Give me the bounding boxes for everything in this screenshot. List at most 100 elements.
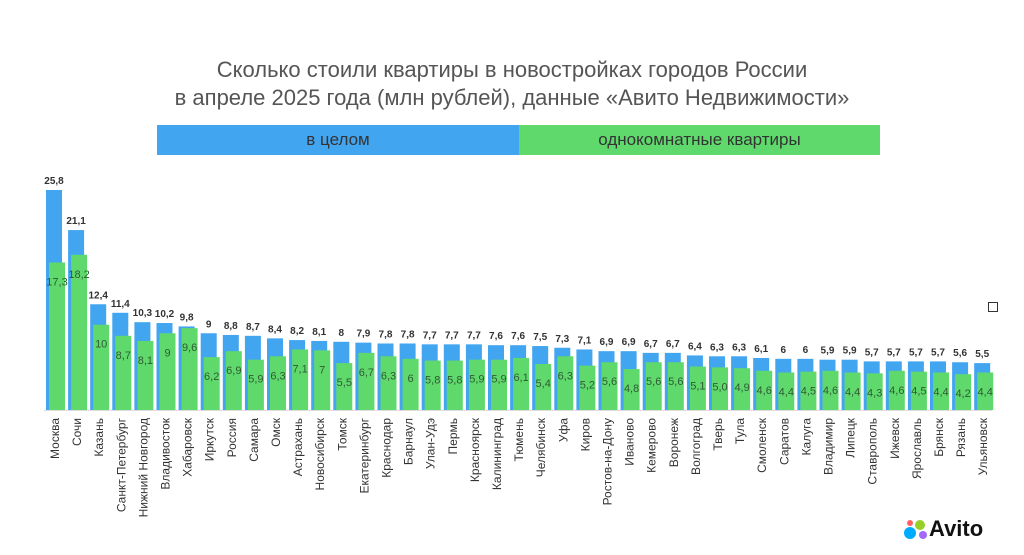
category-label: Калининград xyxy=(490,418,504,490)
label-total: 5,7 xyxy=(931,347,945,358)
label-one-room: 4,6 xyxy=(757,385,772,397)
label-one-room: 5,5 xyxy=(337,377,352,389)
bar-one-room xyxy=(778,372,795,410)
category-label: Москва xyxy=(48,418,62,459)
category-label: Сочи xyxy=(70,418,84,446)
label-one-room: 5,8 xyxy=(425,375,440,387)
label-one-room: 4,8 xyxy=(624,383,639,395)
label-one-room: 4,4 xyxy=(978,386,993,398)
label-one-room: 9,6 xyxy=(182,342,197,354)
category-label: Санкт-Петербург xyxy=(114,417,128,512)
label-total: 7,7 xyxy=(423,330,437,341)
bar-one-room xyxy=(712,367,728,410)
label-one-room: 6,3 xyxy=(558,370,573,382)
label-total: 7,7 xyxy=(445,330,459,341)
label-one-room: 5,9 xyxy=(491,374,506,386)
label-total: 10,2 xyxy=(155,309,175,320)
bar-one-room xyxy=(402,358,419,410)
category-label: Омск xyxy=(269,417,283,447)
label-total: 8 xyxy=(339,328,345,339)
label-total: 11,4 xyxy=(111,299,130,310)
label-total: 6,3 xyxy=(710,342,724,353)
label-one-room: 6,9 xyxy=(226,365,241,377)
label-total: 25,8 xyxy=(44,176,64,187)
bar-one-room xyxy=(270,356,286,410)
category-label: Калуга xyxy=(799,418,813,456)
category-label: Самара xyxy=(247,418,261,462)
category-label: Ижевск xyxy=(888,417,902,459)
category-label: Кемерово xyxy=(645,418,659,473)
label-total: 7,7 xyxy=(467,330,481,341)
category-label: Красноярск xyxy=(468,417,482,482)
label-total: 9,8 xyxy=(180,312,194,323)
label-total: 5,9 xyxy=(821,346,835,357)
label-total: 6 xyxy=(781,345,787,356)
category-label: Киров xyxy=(578,418,592,451)
bar-one-room xyxy=(71,254,88,410)
label-total: 8,7 xyxy=(246,322,260,333)
bar-one-room xyxy=(225,351,242,410)
label-one-room: 7 xyxy=(319,364,325,376)
category-label: Волгоград xyxy=(689,418,703,475)
label-one-room: 4,4 xyxy=(933,386,948,398)
bar-one-room xyxy=(888,370,905,410)
bar-one-room xyxy=(535,363,552,410)
bar-one-room xyxy=(800,371,817,410)
category-label: Тула xyxy=(733,418,747,444)
bar-one-room xyxy=(955,374,972,410)
label-one-room: 5,9 xyxy=(248,374,263,386)
label-total: 6 xyxy=(803,345,809,356)
label-total: 8,4 xyxy=(268,324,282,335)
label-one-room: 4,3 xyxy=(867,387,882,399)
label-one-room: 4,4 xyxy=(779,386,794,398)
bar-one-room xyxy=(557,356,574,410)
category-label: Челябинск xyxy=(534,417,548,477)
label-total: 7,6 xyxy=(489,331,503,342)
label-total: 12,4 xyxy=(88,290,108,301)
category-label: Ярославль xyxy=(910,418,924,479)
category-label: Липецк xyxy=(844,417,858,458)
avito-logo: Avito xyxy=(903,516,983,542)
label-one-room: 5,6 xyxy=(602,376,617,388)
label-one-room: 6,7 xyxy=(359,367,374,379)
avito-logo-text: Avito xyxy=(929,516,984,541)
bar-one-room xyxy=(336,363,353,410)
label-total: 8,1 xyxy=(312,327,326,338)
category-label: Воронеж xyxy=(667,418,681,467)
bar-one-room xyxy=(137,340,154,410)
bar-one-room xyxy=(468,359,485,410)
bar-one-room xyxy=(247,359,264,410)
label-one-room: 5,4 xyxy=(536,378,551,390)
bar-one-room xyxy=(667,362,684,410)
label-one-room: 4,4 xyxy=(845,386,860,398)
bar-one-room xyxy=(446,360,463,410)
label-total: 7,5 xyxy=(533,332,547,343)
label-total: 7,3 xyxy=(555,334,569,345)
label-total: 8,8 xyxy=(224,321,238,332)
category-label: Улан-Удэ xyxy=(424,418,438,469)
category-label: Уфа xyxy=(556,418,570,442)
label-total: 6,4 xyxy=(688,341,702,352)
label-one-room: 4,5 xyxy=(911,386,926,398)
category-label: Саратов xyxy=(777,418,791,465)
label-one-room: 4,9 xyxy=(734,382,749,394)
bar-one-room xyxy=(49,262,65,410)
label-one-room: 5,0 xyxy=(712,381,727,393)
bar-one-room xyxy=(601,362,618,410)
label-total: 6,9 xyxy=(622,337,636,348)
label-total: 5,7 xyxy=(887,347,901,358)
bar-one-room xyxy=(822,370,839,410)
label-one-room: 17,3 xyxy=(46,276,67,288)
label-one-room: 8,7 xyxy=(116,350,131,362)
label-total: 7,6 xyxy=(511,331,525,342)
bar-one-room xyxy=(181,328,198,410)
bar-one-room xyxy=(623,369,640,410)
label-one-room: 4,6 xyxy=(823,385,838,397)
bar-one-room xyxy=(756,370,773,410)
label-one-room: 4,5 xyxy=(801,386,816,398)
label-total: 7,8 xyxy=(401,329,415,340)
label-total: 10,3 xyxy=(133,308,153,319)
legend-total: в целом xyxy=(157,125,519,155)
label-one-room: 5,1 xyxy=(690,381,705,393)
label-total: 6,3 xyxy=(732,342,746,353)
